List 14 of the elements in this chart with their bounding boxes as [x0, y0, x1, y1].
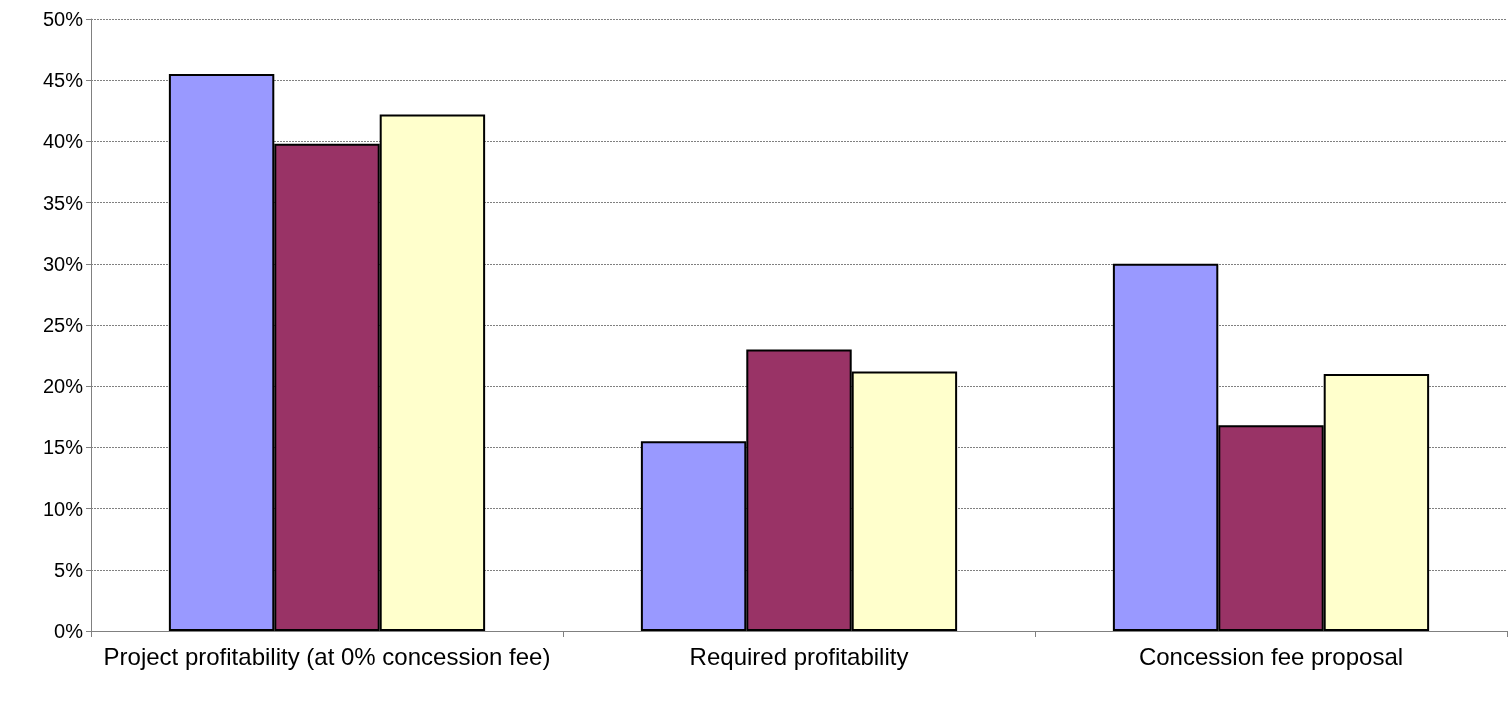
y-tick-label: 35%	[42, 191, 84, 214]
y-tick-label: 20%	[42, 375, 84, 398]
y-tick-label: 15%	[42, 436, 84, 459]
y-tick-label: 0%	[54, 620, 84, 642]
x-tick-label: Project profitability (at 0% concession fee)	[103, 643, 551, 670]
x-tick-label: Concession fee proposal	[1138, 643, 1404, 670]
y-tick-label: 10%	[42, 497, 84, 520]
y-tick-label: 45%	[42, 69, 84, 92]
y-tick-label: 25%	[42, 314, 84, 336]
y-tick-label: 40%	[42, 130, 84, 153]
y-tick-label: 30%	[42, 252, 84, 275]
x-tick-label: Required profitability	[689, 643, 909, 670]
y-tick-label: 50%	[42, 8, 84, 30]
y-tick-label: 5%	[54, 558, 84, 581]
